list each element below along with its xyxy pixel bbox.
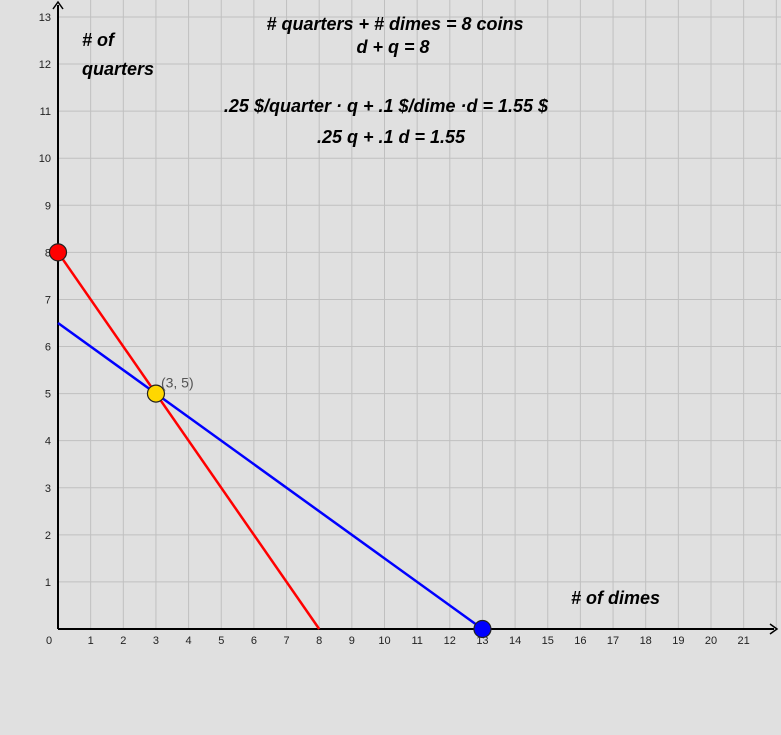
annotation-value-short: .25 q + .1 d = 1.55	[317, 127, 466, 147]
x-tick-label: 19	[672, 635, 684, 647]
point-label: (3, 5)	[161, 375, 194, 391]
data-point	[48, 243, 68, 262]
x-tick-label: 15	[542, 635, 554, 647]
x-tick-label: 20	[705, 635, 717, 647]
annotation-value-equation: .25 $/quarter · q + .1 $/dime ·d = 1.55 …	[224, 96, 549, 116]
annotation-coins-equation: # quarters + # dimes = 8 coins	[266, 14, 523, 34]
y-tick-label: 8	[45, 247, 51, 259]
x-tick-label: 18	[640, 635, 652, 647]
y-tick-label: 2	[45, 530, 51, 542]
gridlines	[58, 0, 781, 629]
x-tick-label: 14	[509, 635, 521, 647]
x-tick-label: 2	[120, 635, 126, 647]
x-tick-label: 10	[378, 635, 390, 647]
x-tick-label: 5	[218, 635, 224, 647]
series-line	[56, 251, 321, 630]
data-points: (3, 5)	[48, 243, 492, 639]
y-tick-label: 13	[39, 12, 51, 24]
tick-labels: 0 1 2 3 4 5 6 7 8 9 10 11 12 13 14 15 16 17 18 19 20 21123456…	[39, 12, 750, 647]
x-tick-label: 9	[349, 635, 355, 647]
x-tick-label: 16	[574, 635, 586, 647]
x-tick-label: 21	[738, 635, 750, 647]
x-tick-label: 0	[46, 635, 52, 647]
x-tick-label: 12	[444, 635, 456, 647]
x-tick-label: 7	[283, 635, 289, 647]
y-tick-label: 6	[45, 342, 51, 354]
y-tick-label: 4	[45, 436, 51, 448]
data-point	[146, 384, 166, 403]
x-tick-label: 3	[153, 635, 159, 647]
data-point	[473, 619, 492, 639]
y-axis-arrow	[52, 0, 64, 10]
x-tick-label: 6	[251, 635, 257, 647]
y-axis-label-line2: quarters	[82, 59, 154, 79]
x-tick-label: 17	[607, 635, 619, 647]
x-axis-arrow	[769, 623, 779, 635]
y-tick-label: 5	[45, 389, 51, 401]
y-tick-label: 1	[45, 577, 51, 589]
x-tick-label: 4	[186, 635, 192, 647]
annotations: # quarters + # dimes = 8 coins d + q = 8…	[82, 14, 660, 608]
series-line	[57, 321, 484, 631]
series-lines	[56, 251, 484, 631]
y-tick-label: 3	[45, 483, 51, 495]
y-axis-label-line1: # of	[82, 30, 116, 50]
y-tick-label: 7	[45, 294, 51, 306]
y-tick-label: 10	[39, 153, 51, 165]
y-tick-label: 12	[39, 59, 51, 71]
annotation-coins-short: d + q = 8	[356, 37, 429, 57]
x-tick-label: 13	[476, 635, 488, 647]
x-axis-label: # of dimes	[571, 588, 660, 608]
y-tick-label: 9	[45, 200, 51, 212]
y-tick-label: 11	[40, 106, 51, 118]
axes	[52, 0, 779, 635]
x-tick-label: 8	[316, 635, 322, 647]
x-tick-label: 1	[88, 635, 94, 647]
x-tick-label: 11	[411, 635, 422, 647]
